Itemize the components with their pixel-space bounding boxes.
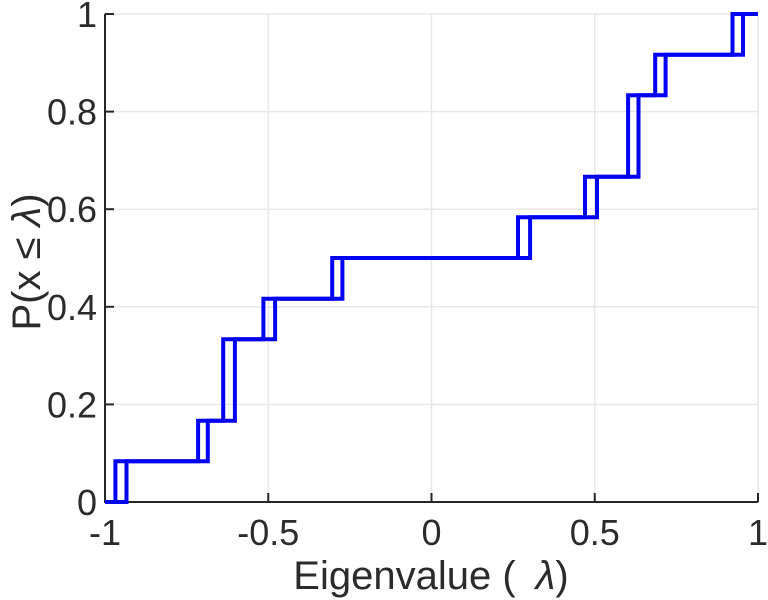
x-axis-label-close: ): [555, 554, 568, 598]
curve-layer: [105, 12, 758, 504]
ecdf-curve-2: [105, 12, 758, 504]
y-tick-label: 1: [77, 0, 97, 35]
lambda-symbol: λ: [5, 207, 49, 229]
x-axis-label-text: Eigenvalue (: [293, 554, 516, 598]
x-tick-label: 0: [421, 512, 441, 553]
x-tick-label: -0.5: [237, 512, 299, 553]
lambda-symbol: λ: [534, 554, 556, 598]
y-axis-label-close: ): [5, 193, 49, 206]
y-tick-label: 0.8: [47, 92, 97, 133]
y-tick-label: 0: [77, 482, 97, 523]
tick-label-layer: -1 -0.5 0 0.5 1 0 0.2 0.4 0.6 0.8 1: [47, 0, 768, 553]
y-axis-label: P(x ≤ λ): [5, 193, 49, 330]
y-tick-label: 0.4: [47, 287, 97, 328]
x-tick-label: -1: [89, 512, 121, 553]
x-tick-label: 1: [748, 512, 768, 553]
y-axis-label-text: P(x ≤: [5, 237, 49, 330]
x-tick-label: 0.5: [570, 512, 620, 553]
x-axis-label: Eigenvalue ( λ): [293, 554, 568, 598]
axis-layer: [104, 13, 759, 503]
y-tick-label: 0.6: [47, 189, 97, 230]
y-tick-label: 0.2: [47, 384, 97, 425]
